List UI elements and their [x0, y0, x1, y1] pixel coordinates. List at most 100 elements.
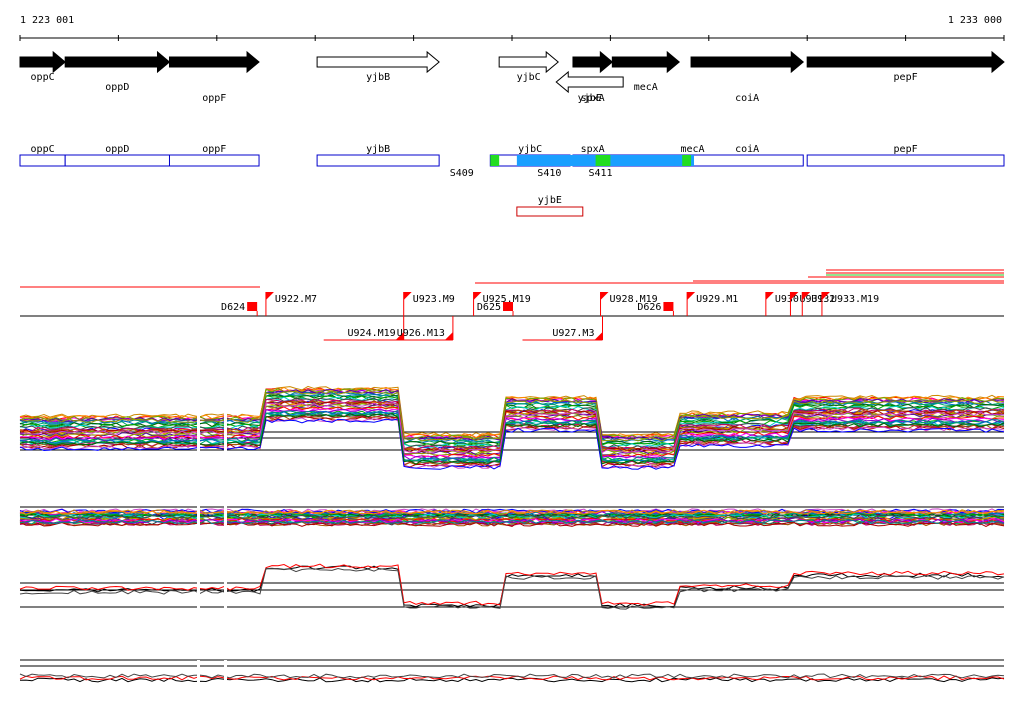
expression-trace: [19, 407, 1005, 459]
expression-trace: [19, 395, 1005, 447]
segment-box-oppC: [19, 154, 66, 167]
expression-trace: [19, 388, 1005, 440]
data-gap: [224, 660, 227, 699]
expression-trace: [19, 388, 1005, 441]
upshift-flag: [687, 292, 696, 300]
expression-trace: [19, 565, 1005, 608]
expression-trace: [19, 404, 1005, 456]
data-gap: [224, 393, 227, 467]
gene-label-mecA: mecA: [634, 82, 658, 93]
expression-trace: [19, 412, 1005, 464]
ruler-end-label: 1 233 000: [948, 15, 1002, 26]
upshift-flag: [594, 332, 603, 340]
expression-trace: [19, 418, 1005, 470]
segment-box-yjbB: [316, 154, 440, 167]
segment-box-pepF: [806, 154, 1005, 167]
upshift-label: U928.M19: [610, 294, 658, 305]
gene-arrow-oppF: [168, 50, 260, 74]
expression-trace: [19, 567, 1005, 610]
segment-label-oppF: oppF: [202, 144, 226, 155]
expression-trace: [19, 514, 1005, 520]
expression-trace: [19, 398, 1005, 451]
upshift-flag: [600, 292, 609, 300]
gene-label-yjbB: yjbB: [366, 72, 390, 83]
expression-trace: [19, 397, 1005, 450]
expression-trace: [19, 675, 1005, 681]
upshift-label: U926.M13: [397, 328, 445, 339]
gene-arrow-yjbB: [316, 50, 440, 74]
expression-trace: [19, 513, 1005, 519]
expression-trace: [19, 394, 1005, 446]
expression-trace: [19, 509, 1005, 515]
expression-trace: [19, 677, 1005, 683]
gene-label-spxA: spxA: [581, 93, 605, 104]
data-gap: [197, 495, 200, 542]
downshift-marker: [663, 302, 674, 311]
upshift-label: U930: [775, 294, 799, 305]
segment-id-label: S410: [537, 168, 561, 179]
coordinate-ruler: 1 223 001 1 233 000: [19, 15, 1005, 41]
data-gap: [224, 557, 227, 619]
segment-fill-green: [490, 155, 500, 166]
segment-track: oppC oppD oppF yjbB yjbC spxA mecA coiA pepF S409…: [19, 144, 1005, 179]
downshift-label: D626: [637, 302, 661, 313]
downshift-marker: [247, 302, 258, 311]
ruler-ticks: [19, 35, 1005, 41]
expression-panel-antisense-conditions: [19, 495, 1005, 542]
gene-label-yjbE: yjbE: [578, 93, 602, 104]
data-gap: [197, 557, 200, 619]
antisense-track: yjbE: [516, 195, 584, 217]
segment-fill-blue: [674, 155, 683, 166]
expression-trace: [19, 416, 1005, 468]
data-gap: [197, 393, 200, 467]
downshift-label: D624: [221, 302, 245, 313]
segment-label-spxA: spxA: [581, 144, 605, 155]
gene-arrow-yjbE: [555, 70, 624, 94]
expression-panel-all-conditions: [19, 385, 1005, 470]
gene-label-pepF: pepF: [894, 72, 918, 83]
data-gap: [197, 660, 200, 699]
upshift-flag: [765, 292, 774, 300]
upshift-label: U923.M9: [413, 294, 455, 305]
upshift-label: U922.M7: [275, 294, 317, 305]
expression-trace: [19, 519, 1005, 525]
antisense-label: yjbE: [538, 195, 562, 206]
expression-trace: [19, 413, 1005, 465]
gene-arrow-coiA: [690, 50, 805, 74]
segment-fill-green: [682, 155, 692, 166]
upshift-flag: [395, 332, 404, 340]
ruler-start-label: 1 223 001: [20, 15, 74, 26]
gene-arrow-mecA: [611, 50, 681, 74]
gene-label-oppC: oppC: [31, 72, 55, 83]
upshift-label: U931: [799, 294, 823, 305]
expression-trace: [19, 396, 1005, 448]
gene-arrow-oppD: [64, 50, 171, 74]
upshift-label: U933.M19: [831, 294, 879, 305]
expression-trace: [19, 390, 1005, 443]
gene-label-yjbC: yjbC: [517, 72, 541, 83]
data-gap: [224, 495, 227, 542]
segment-label-oppC: oppC: [31, 144, 55, 155]
expression-trace: [19, 386, 1005, 439]
segment-id-label: S409: [450, 168, 474, 179]
expression-panel-selected-conditions: [19, 557, 1005, 619]
expression-trace: [20, 402, 1005, 454]
gene-label-oppF: oppF: [202, 93, 226, 104]
upshift-flag: [821, 292, 830, 300]
upshift-label: U927.M3: [552, 328, 594, 339]
expression-trace: [19, 518, 1005, 524]
segment-box-coiA: [690, 154, 804, 167]
antisense-box: [516, 206, 584, 217]
gene-label-coiA: coiA: [735, 93, 759, 104]
expression-trace: [19, 417, 1005, 469]
upshift-label: U932: [811, 294, 835, 305]
expression-trace: [19, 673, 1005, 679]
gene-arrow-yjbC: [498, 50, 559, 74]
expression-trace: [19, 413, 1005, 466]
upshift-flag: [265, 292, 274, 300]
segment-label-yjbB: yjbB: [366, 144, 390, 155]
expression-trace: [19, 521, 1005, 527]
gene-label-oppD: oppD: [105, 82, 129, 93]
segment-label-pepF: pepF: [894, 144, 918, 155]
upshift-flag: [473, 292, 482, 300]
